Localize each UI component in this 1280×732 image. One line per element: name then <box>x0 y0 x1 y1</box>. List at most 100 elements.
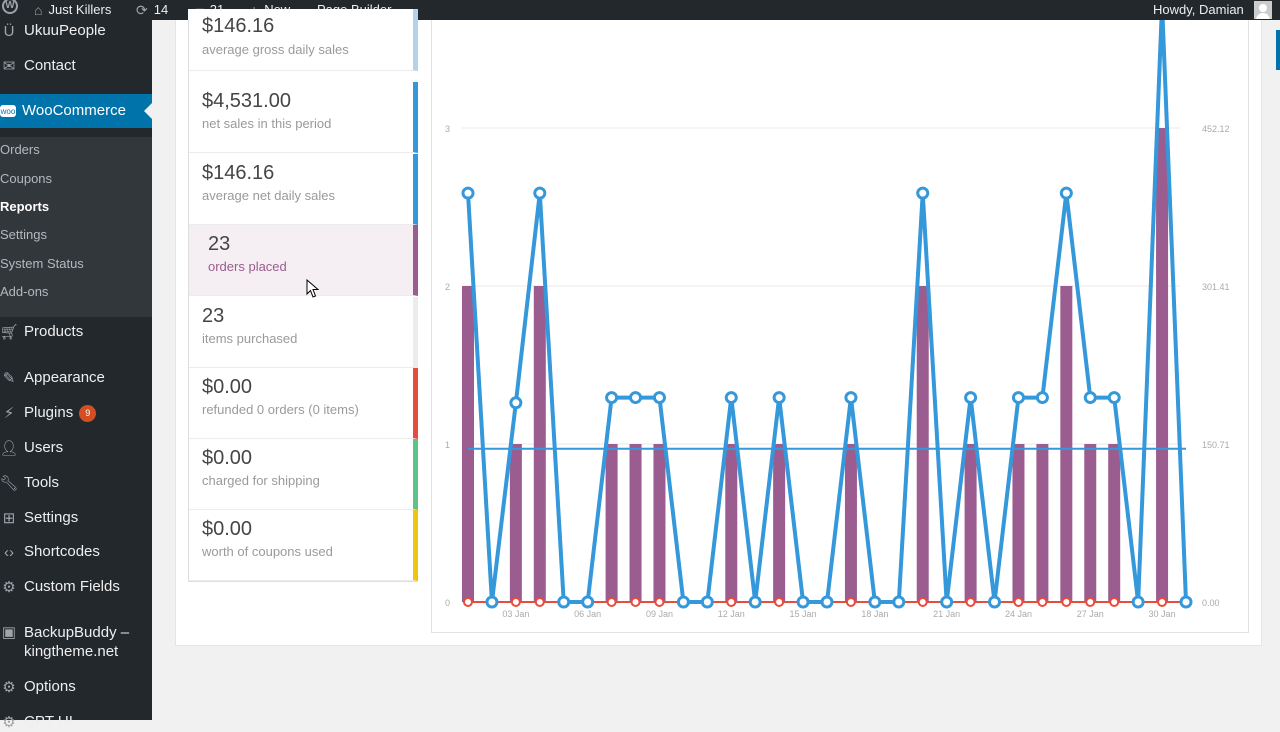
settings-icon: ⊞ <box>2 510 16 527</box>
sidebar-item-cpt-ui[interactable]: ⚙ CPT UI <box>0 712 152 732</box>
refund-point <box>917 597 928 607</box>
plug-icon: ⚡︎ <box>3 405 15 422</box>
chart-bar <box>509 444 522 602</box>
plugins-update-badge: 9 <box>79 404 97 422</box>
net-sales-point <box>844 391 858 405</box>
chart-bar <box>1060 286 1073 602</box>
submenu-coupons[interactable]: Coupons <box>0 171 53 186</box>
chart-bar <box>462 286 474 602</box>
x-tick-label: 09 Jan <box>646 609 673 619</box>
refund-point <box>463 597 473 607</box>
sidebar-item-users[interactable]: 👤︎ Users <box>0 439 64 457</box>
submenu-add-ons[interactable]: Add-ons <box>0 284 49 299</box>
net-sales-point <box>676 595 690 609</box>
legend-shipping[interactable]: $0.00 charged for shipping <box>188 439 418 510</box>
net-sales-line <box>466 20 1188 604</box>
mouse-cursor-icon <box>306 279 320 298</box>
woo-icon: woo <box>0 105 16 117</box>
refund-point <box>1085 597 1096 607</box>
net-sales-point <box>964 391 978 405</box>
legend-items-purchased[interactable]: 23 items purchased <box>188 297 418 368</box>
chart-bar <box>916 286 929 602</box>
net-sales-point <box>916 186 930 200</box>
net-sales-point <box>1011 391 1025 405</box>
sidebar-item-woocommerce[interactable]: woo WooCommerce <box>0 94 152 128</box>
sidebar-item-contact[interactable]: ✉ Contact <box>0 56 152 76</box>
net-sales-point <box>581 595 595 609</box>
sidebar-item-options[interactable]: ⚙ Options <box>0 677 152 697</box>
sidebar-item-custom-fields[interactable]: ⚙ Custom Fields <box>0 577 152 597</box>
home-icon: ⌂ <box>34 2 43 18</box>
refund-point <box>1157 597 1168 607</box>
sidebar-item-products[interactable]: 🛒︎ Products <box>0 323 84 341</box>
sidebar-item-shortcodes[interactable]: ‹› Shortcodes <box>0 542 152 562</box>
chart-svg: 0 1 2 3 0.00 150.71 301.41 452.12 03 Jan 06 Jan 09… <box>445 20 1230 619</box>
refund-point <box>1013 597 1024 607</box>
gear-icon: ⚙ <box>2 579 16 596</box>
y-right-tick-label: 452.12 <box>1202 124 1230 134</box>
net-sales-point <box>748 595 762 609</box>
net-sales-point <box>724 391 738 405</box>
net-sales-point <box>868 595 882 609</box>
refund-point <box>606 597 617 607</box>
chart-bar <box>844 444 857 602</box>
net-sales-point <box>652 391 666 405</box>
updates-link[interactable]: ⟳ 14 <box>136 2 169 18</box>
legend-coupons[interactable]: $0.00 worth of coupons used <box>188 510 418 581</box>
net-sales-point <box>772 391 786 405</box>
admin-sidebar: Ü UkuuPeople ✉ Contact woo WooCommerce O… <box>0 20 152 731</box>
net-sales-point <box>461 186 475 200</box>
refund-point <box>774 597 785 607</box>
net-sales-point <box>509 396 523 410</box>
net-sales-point <box>629 391 643 405</box>
sidebar-item-ukuupeople[interactable]: Ü UkuuPeople <box>0 20 152 42</box>
submenu-system-status[interactable]: System Status <box>0 256 84 271</box>
x-tick-label: 18 Jan <box>861 609 888 619</box>
submenu-orders[interactable]: Orders <box>0 142 40 157</box>
chart-bar <box>1012 444 1025 602</box>
cart-icon: 🛒︎ <box>0 324 19 341</box>
wordpress-logo-icon[interactable]: W <box>2 0 18 14</box>
chart-bar <box>605 444 618 602</box>
chart-bar <box>964 444 977 602</box>
chart-bar <box>1156 128 1169 602</box>
scroll-indicator[interactable] <box>1276 30 1280 70</box>
net-sales-point <box>1083 391 1097 405</box>
y-left-tick-label: 1 <box>445 440 450 450</box>
refund-point <box>965 597 976 607</box>
y-right-tick-label: 301.41 <box>1202 282 1230 292</box>
sidebar-item-appearance[interactable]: ✎ Appearance <box>0 368 152 388</box>
sidebar-item-backupbuddy[interactable]: ▣ BackupBuddy – kingtheme.net <box>1 624 130 660</box>
x-tick-label: 30 Jan <box>1149 609 1176 619</box>
x-tick-label: 27 Jan <box>1077 609 1104 619</box>
chart-bar <box>629 444 642 602</box>
legend-orders-placed[interactable]: 23 orders placed <box>188 225 418 296</box>
legend-net-sales[interactable]: $4,531.00 net sales in this period <box>188 82 418 153</box>
legend-refunded[interactable]: $0.00 refunded 0 orders (0 items) <box>188 368 418 439</box>
legend-average-gross[interactable]: $146.16 average gross daily sales <box>188 9 418 71</box>
woocommerce-submenu <box>0 137 152 317</box>
refund-point <box>534 597 545 607</box>
legend-average-net[interactable]: $146.16 average net daily sales <box>188 154 418 225</box>
sales-chart: 0 1 2 3 0.00 150.71 301.41 452.12 03 Jan 06 Jan 09… <box>431 20 1249 633</box>
net-sales-point <box>940 595 954 609</box>
wrench-icon: 🔧︎ <box>0 475 19 492</box>
submenu-settings[interactable]: Settings <box>0 227 47 242</box>
net-sales-point <box>892 595 906 609</box>
users-icon: 👤︎ <box>0 440 19 457</box>
x-tick-label: 24 Jan <box>1005 609 1032 619</box>
sidebar-item-plugins[interactable]: ⚡︎ Plugins 9 <box>0 403 152 423</box>
chart-bar <box>725 444 738 602</box>
refund-point <box>845 597 856 607</box>
refresh-icon: ⟳ <box>136 2 148 18</box>
submenu-reports[interactable]: Reports <box>0 199 50 214</box>
net-sales-point <box>557 595 571 609</box>
account-menu[interactable]: Howdy, Damian <box>1153 0 1272 20</box>
backup-icon: ▣ <box>1 624 17 641</box>
sidebar-item-tools[interactable]: 🔧︎ Tools <box>0 474 60 492</box>
sidebar-item-settings[interactable]: ⊞ Settings <box>0 508 152 528</box>
net-sales-point <box>988 595 1002 609</box>
site-name-link[interactable]: ⌂ Just Killers <box>34 2 112 18</box>
net-sales-point <box>1131 595 1145 609</box>
net-sales-point <box>533 186 547 200</box>
